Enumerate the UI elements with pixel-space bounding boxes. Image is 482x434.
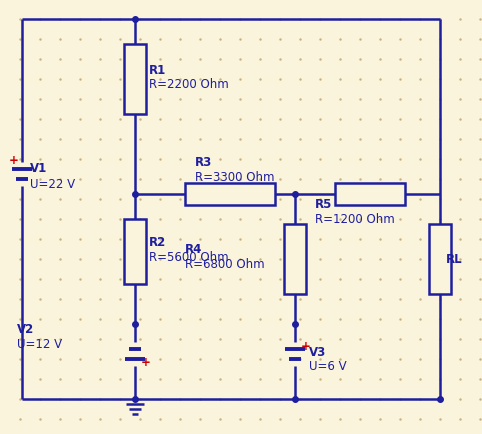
Bar (124, 45, 146, 115)
Bar (335, 184, 405, 206)
Text: R=2200 Ohm: R=2200 Ohm (149, 78, 229, 91)
Text: U=22 V: U=22 V (30, 178, 75, 191)
Text: R=1200 Ohm: R=1200 Ohm (315, 213, 395, 226)
Bar (429, 224, 451, 294)
Text: +: + (301, 340, 311, 353)
Bar (124, 220, 146, 284)
Text: R5: R5 (315, 198, 333, 211)
Text: RL: RL (446, 253, 463, 266)
Bar (284, 224, 306, 294)
Text: R2: R2 (149, 236, 166, 248)
Text: +: + (9, 154, 19, 167)
Bar (185, 184, 275, 206)
Text: R=6800 Ohm: R=6800 Ohm (185, 258, 265, 271)
Text: R4: R4 (185, 243, 202, 256)
Text: R1: R1 (149, 63, 166, 76)
Text: U=6 V: U=6 V (309, 360, 347, 373)
Text: +: + (141, 356, 151, 368)
Text: R=5600 Ohm: R=5600 Ohm (149, 250, 228, 263)
Text: V3: V3 (309, 346, 326, 358)
Text: R3: R3 (195, 156, 212, 169)
Text: V1: V1 (30, 162, 47, 175)
Text: R=3300 Ohm: R=3300 Ohm (195, 171, 275, 184)
Text: V2: V2 (17, 323, 34, 336)
Text: U=12 V: U=12 V (17, 338, 62, 351)
